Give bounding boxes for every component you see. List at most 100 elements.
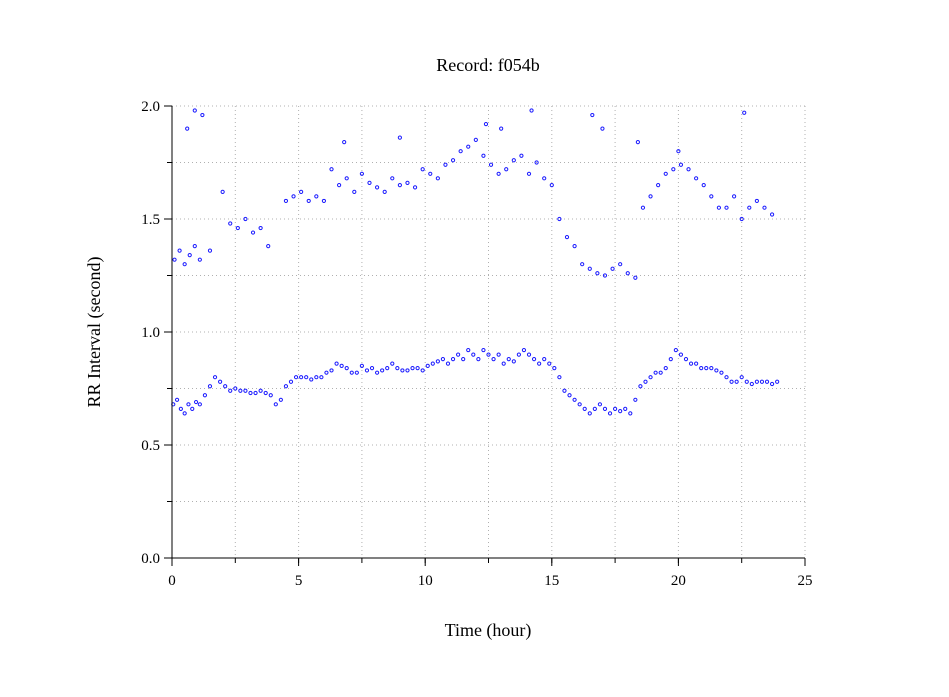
data-point bbox=[701, 183, 706, 188]
data-point bbox=[177, 248, 182, 253]
data-point bbox=[223, 384, 228, 389]
x-tick-label: 25 bbox=[798, 573, 813, 589]
data-point bbox=[747, 205, 752, 210]
data-point bbox=[663, 171, 668, 176]
data-point bbox=[202, 393, 208, 398]
data-point bbox=[547, 361, 552, 366]
y-tick-label: 1.0 bbox=[141, 325, 160, 341]
data-point bbox=[309, 377, 314, 382]
data-point bbox=[339, 363, 344, 368]
data-point bbox=[557, 375, 562, 380]
data-point bbox=[456, 352, 461, 357]
data-point bbox=[349, 370, 354, 375]
data-point bbox=[759, 379, 765, 384]
data-point bbox=[602, 273, 608, 278]
data-point bbox=[420, 368, 425, 373]
data-point bbox=[337, 183, 342, 188]
data-point bbox=[374, 370, 380, 375]
data-point bbox=[193, 399, 199, 405]
data-point bbox=[248, 390, 253, 396]
data-point bbox=[567, 393, 572, 398]
data-point bbox=[352, 189, 357, 194]
data-point bbox=[461, 357, 466, 362]
data-point bbox=[197, 257, 202, 262]
data-point bbox=[218, 379, 223, 384]
data-point bbox=[278, 397, 283, 402]
data-point bbox=[688, 361, 694, 366]
data-point bbox=[587, 266, 592, 271]
data-point bbox=[678, 162, 684, 167]
chart-title: Record: f054b bbox=[436, 55, 539, 75]
data-point bbox=[425, 363, 430, 368]
data-point bbox=[610, 266, 615, 271]
x-tick-label: 15 bbox=[544, 573, 559, 589]
data-point bbox=[299, 189, 304, 194]
data-point bbox=[466, 144, 471, 149]
data-point bbox=[572, 244, 577, 249]
data-point bbox=[496, 352, 501, 357]
data-point bbox=[178, 406, 183, 411]
data-point bbox=[174, 397, 180, 402]
data-point bbox=[656, 183, 661, 188]
data-point bbox=[488, 162, 494, 167]
data-point bbox=[415, 366, 420, 371]
data-point bbox=[625, 271, 630, 276]
data-point bbox=[380, 368, 385, 373]
data-point bbox=[572, 397, 577, 402]
data-point bbox=[618, 409, 623, 414]
data-point bbox=[359, 363, 364, 368]
data-point bbox=[471, 352, 476, 357]
data-point bbox=[653, 370, 658, 375]
data-point bbox=[400, 368, 405, 373]
data-point bbox=[397, 135, 402, 140]
data-point bbox=[764, 379, 770, 384]
data-point bbox=[235, 225, 240, 231]
data-point bbox=[643, 379, 648, 384]
data-point bbox=[511, 158, 516, 163]
data-point bbox=[369, 366, 375, 371]
data-point bbox=[499, 126, 504, 131]
data-point bbox=[754, 198, 759, 204]
data-point bbox=[486, 352, 491, 357]
data-point bbox=[430, 361, 435, 366]
data-point bbox=[613, 406, 618, 411]
data-point bbox=[602, 406, 608, 411]
data-point bbox=[769, 212, 775, 217]
data-point bbox=[410, 366, 415, 371]
data-point bbox=[445, 361, 451, 366]
data-point bbox=[542, 357, 547, 362]
data-point bbox=[501, 361, 506, 366]
data-point bbox=[537, 361, 542, 366]
data-point bbox=[367, 180, 372, 185]
data-point bbox=[511, 359, 516, 364]
data-point bbox=[450, 357, 456, 362]
data-point bbox=[382, 189, 387, 194]
data-point bbox=[668, 357, 673, 362]
data-point bbox=[314, 375, 319, 380]
data-point bbox=[397, 183, 402, 188]
data-point bbox=[734, 379, 739, 384]
data-point bbox=[739, 216, 744, 222]
data-point bbox=[676, 149, 681, 154]
data-point bbox=[597, 402, 603, 407]
data-point bbox=[344, 366, 349, 371]
data-point bbox=[187, 253, 192, 258]
data-point bbox=[243, 388, 248, 393]
data-point bbox=[306, 198, 311, 204]
data-point bbox=[595, 271, 600, 276]
data-point bbox=[504, 167, 509, 172]
data-point bbox=[435, 176, 440, 181]
y-ticks: 0.0 0.5 1.0 1.5 2.0 bbox=[141, 99, 172, 567]
data-point bbox=[207, 384, 213, 389]
data-point bbox=[263, 390, 268, 396]
data-point bbox=[329, 167, 334, 172]
y-tick-label: 1.5 bbox=[141, 212, 160, 228]
data-point bbox=[207, 248, 213, 253]
x-axis-label: Time (hour) bbox=[445, 620, 532, 641]
data-point bbox=[557, 216, 562, 222]
data-point bbox=[600, 126, 605, 131]
data-point bbox=[329, 368, 334, 373]
data-point bbox=[268, 393, 273, 398]
data-point bbox=[212, 375, 218, 380]
